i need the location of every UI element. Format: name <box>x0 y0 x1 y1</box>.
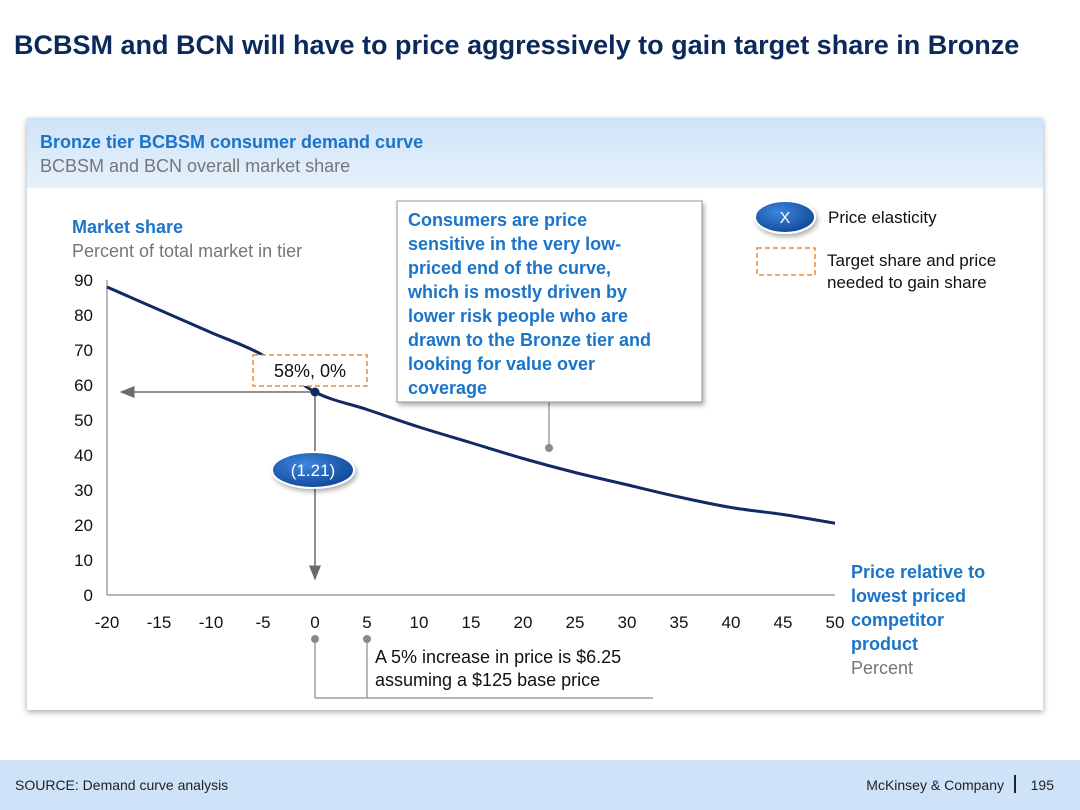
y-axis-subtitle: Percent of total market in tier <box>72 241 302 261</box>
callout-line: lower risk people who are <box>408 306 628 326</box>
callout-line: drawn to the Bronze tier and <box>408 330 651 350</box>
x-tick-label: 45 <box>774 613 793 632</box>
x-tick-label: 40 <box>722 613 741 632</box>
x-axis-title: Price relative to lowest priced competitor… <box>851 562 985 678</box>
panel-header: Bronze tier BCBSM consumer demand curve … <box>27 118 1043 188</box>
x-tick-label: -15 <box>147 613 172 632</box>
callout-line: which is mostly driven by <box>407 282 627 302</box>
legend-target-label-line2: needed to gain share <box>827 273 987 292</box>
x-tick-label: 5 <box>362 613 371 632</box>
y-tick-label: 50 <box>74 411 93 430</box>
callout-line: looking for value over <box>408 354 595 374</box>
chart-panel: Bronze tier BCBSM consumer demand curve … <box>27 118 1043 710</box>
callout-line: coverage <box>408 378 487 398</box>
y-tick-label: 60 <box>74 376 93 395</box>
x-tick-label: -5 <box>255 613 270 632</box>
callout-line: Consumers are price <box>408 210 587 230</box>
legend-elasticity-symbol-text: X <box>780 210 791 227</box>
y-tick-label: 70 <box>74 341 93 360</box>
panel-title: Bronze tier BCBSM consumer demand curve <box>40 132 424 152</box>
y-tick-label: 0 <box>84 586 93 605</box>
y-tick-labels: 0 10 20 30 40 50 60 70 80 90 <box>74 271 93 605</box>
legend: X Price elasticity Target share and pric… <box>754 200 996 292</box>
x-tick-label: 35 <box>670 613 689 632</box>
x-axis-title-line: lowest priced <box>851 586 966 606</box>
y-tick-label: 90 <box>74 271 93 290</box>
legend-target-symbol <box>756 247 816 276</box>
x-axis-title-line: competitor <box>851 610 944 630</box>
y-tick-label: 80 <box>74 306 93 325</box>
y-tick-label: 30 <box>74 481 93 500</box>
marked-point <box>310 387 320 397</box>
legend-elasticity-symbol <box>754 200 816 234</box>
y-tick-label: 20 <box>74 516 93 535</box>
x-axis-title-line: Price relative to <box>851 562 985 582</box>
target-share-label: 58%, 0% <box>274 361 346 381</box>
source-note: SOURCE: Demand curve analysis <box>15 777 229 793</box>
footer: SOURCE: Demand curve analysis McKinsey &… <box>0 760 1080 810</box>
callout-box <box>396 200 703 403</box>
y-tick-label: 40 <box>74 446 93 465</box>
callout-text: Consumers are price sensitive in the very… <box>407 210 651 398</box>
legend-target-label-line1: Target share and price <box>827 251 996 270</box>
price-note-line1: A 5% increase in price is $6.25 <box>375 647 621 667</box>
demand-curve-chart: Market share Percent of total market in … <box>72 200 996 699</box>
x-axis-subtitle: Percent <box>851 658 913 678</box>
brand-name: McKinsey & Company <box>866 777 1004 793</box>
x-tick-label: 15 <box>462 613 481 632</box>
price-note-bracket <box>311 635 653 699</box>
page-number: 195 <box>1030 777 1054 793</box>
x-tick-label: 50 <box>826 613 845 632</box>
legend-elasticity-label: Price elasticity <box>828 208 937 227</box>
page-title: BCBSM and BCN will have to price aggress… <box>14 30 1020 60</box>
callout-line: priced end of the curve, <box>408 258 611 278</box>
elasticity-value: (1.21) <box>291 461 335 480</box>
x-tick-label: 25 <box>566 613 585 632</box>
x-tick-label: 0 <box>310 613 319 632</box>
target-share-box <box>252 354 368 387</box>
elasticity-oval <box>271 451 355 489</box>
demand-curve-line <box>106 285 836 525</box>
y-tick-label: 10 <box>74 551 93 570</box>
x-tick-label: 20 <box>514 613 533 632</box>
callout-line: sensitive in the very low- <box>408 234 621 254</box>
callout-pointer-dot <box>545 444 553 452</box>
price-note-line2: assuming a $125 base price <box>375 670 600 690</box>
x-axis-title-line: product <box>851 634 918 654</box>
x-tick-label: -20 <box>95 613 120 632</box>
x-tick-label: -10 <box>199 613 224 632</box>
y-axis-title: Market share <box>72 217 183 237</box>
x-tick-label: 30 <box>618 613 637 632</box>
x-tick-label: 10 <box>410 613 429 632</box>
footer-separator <box>1014 775 1016 793</box>
x-tick-labels: -20 -15 -10 -5 0 5 10 15 20 25 30 35 40 45 50 <box>95 613 845 632</box>
panel-subtitle: BCBSM and BCN overall market share <box>40 156 351 176</box>
